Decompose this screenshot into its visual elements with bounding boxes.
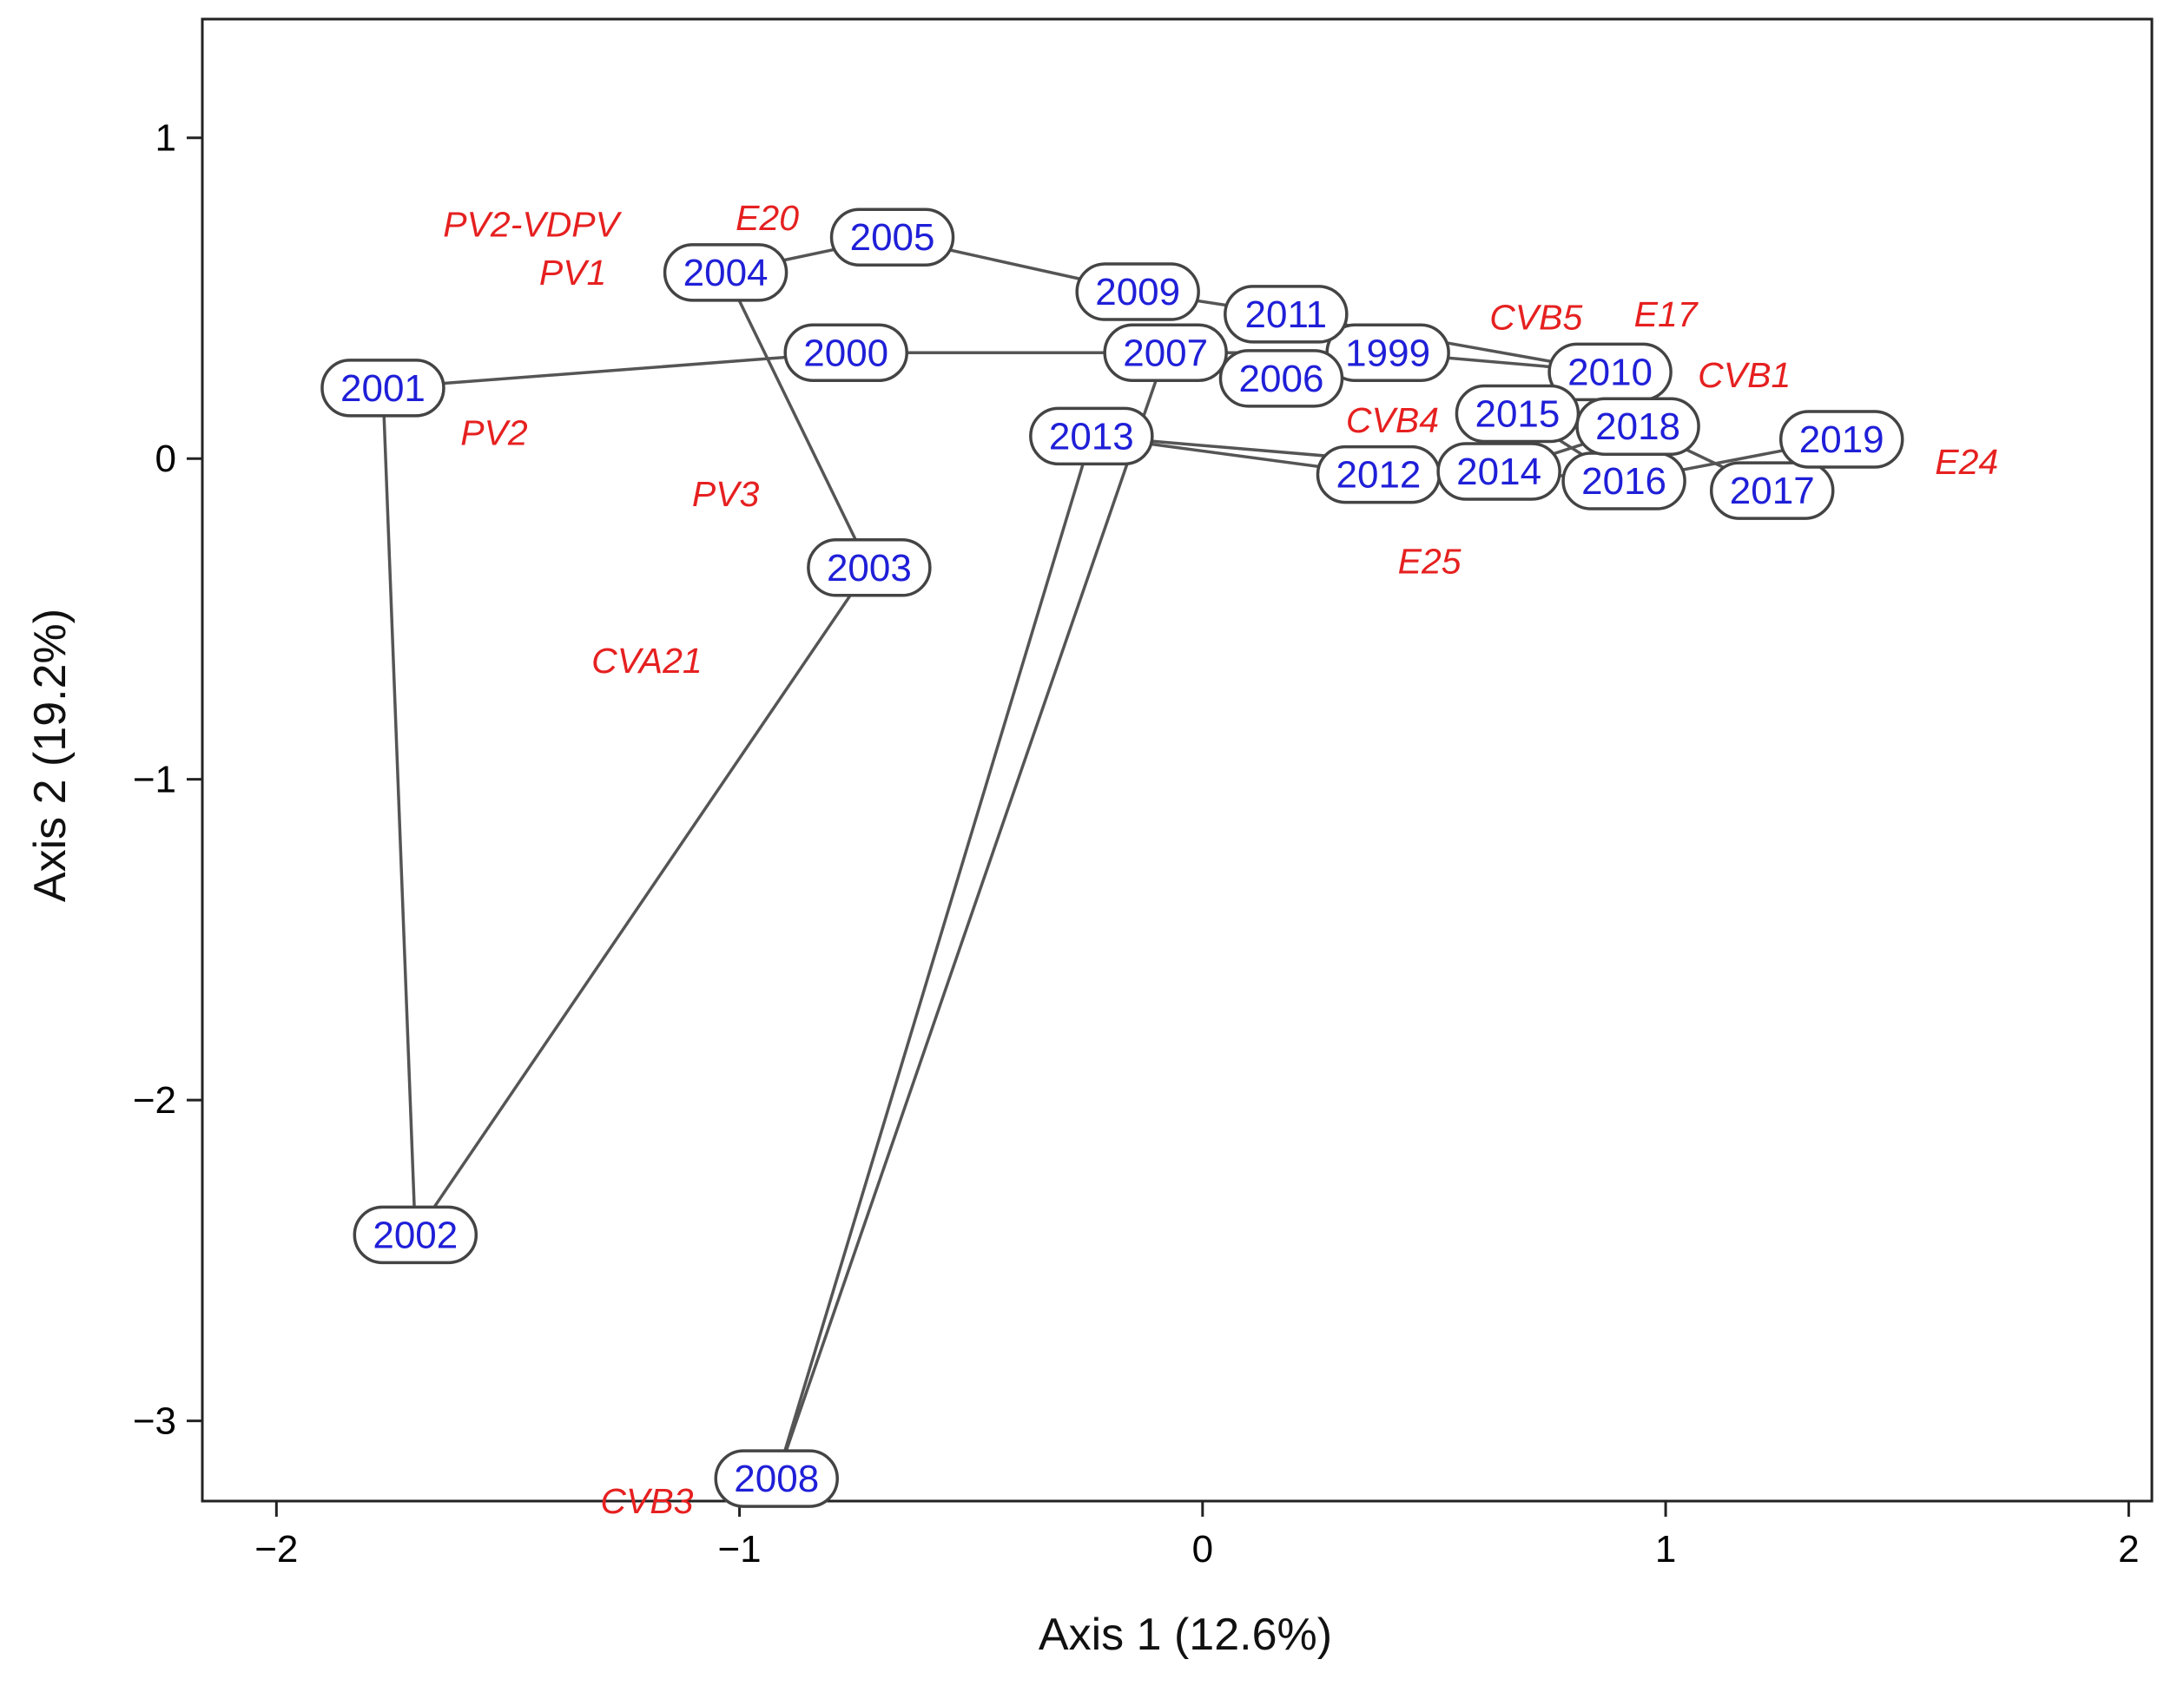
year-box	[783, 323, 908, 383]
year-label: 2015	[1475, 392, 1560, 435]
trajectory-segment-2008-2013	[775, 435, 1093, 1479]
year-point-1999: 1999	[1325, 323, 1450, 383]
plot-frame	[201, 17, 2154, 1503]
year-label: 2008	[734, 1458, 819, 1500]
species-label-cvb1: CVB1	[1698, 355, 1791, 395]
year-box	[1575, 397, 1700, 456]
year-label: 2012	[1336, 454, 1422, 497]
year-point-2000: 2000	[783, 323, 908, 383]
year-box	[1455, 384, 1580, 444]
species-label-pv2: PV2	[460, 413, 528, 453]
trajectory-segment-2007-2008	[775, 352, 1167, 1479]
year-label: 2019	[1799, 418, 1884, 461]
y-axis-ticks: −3 −2 −1 0 1	[133, 117, 202, 1443]
year-label: 2013	[1049, 415, 1134, 458]
x-tick-label: 1	[1655, 1528, 1676, 1571]
trajectory-segment-2001-2002	[381, 387, 418, 1235]
year-box	[1709, 461, 1835, 520]
year-label: 2002	[373, 1214, 458, 1256]
trajectory-segment-2003-2004	[724, 272, 871, 569]
year-box	[714, 1449, 839, 1508]
x-tick-label: −2	[254, 1528, 298, 1571]
species-label-e20: E20	[736, 198, 799, 238]
year-box	[1218, 349, 1344, 408]
year-point-2003: 2003	[807, 538, 932, 597]
species-label-cvb4: CVB4	[1346, 400, 1439, 440]
species-label-pv1: PV1	[539, 253, 607, 293]
year-point-2007: 2007	[1103, 323, 1228, 383]
species-label-e24: E24	[1935, 442, 1998, 482]
year-point-2014: 2014	[1436, 442, 1561, 501]
year-label: 2014	[1456, 451, 1541, 493]
year-point-2015: 2015	[1455, 384, 1580, 444]
year-point-2019: 2019	[1778, 410, 1904, 469]
species-label-e17: E17	[1634, 294, 1699, 334]
year-point-2018: 2018	[1575, 397, 1700, 456]
x-axis-ticks: −2 −1 0 1 2	[254, 1501, 2140, 1571]
year-point-2011: 2011	[1224, 285, 1349, 344]
year-label: 2017	[1730, 470, 1815, 512]
year-label: 2016	[1581, 460, 1666, 503]
year-label: 2001	[340, 367, 426, 410]
year-box	[663, 243, 788, 302]
species-label-cvb5: CVB5	[1489, 298, 1582, 338]
year-label: 2004	[683, 252, 769, 294]
year-box	[320, 359, 445, 418]
x-axis-title: Axis 1 (12.6%)	[1039, 1610, 1332, 1660]
year-label: 2018	[1595, 405, 1680, 448]
year-point-2002: 2002	[353, 1205, 478, 1265]
year-box	[1029, 406, 1154, 466]
year-point-2012: 2012	[1316, 445, 1442, 504]
species-label-pv3: PV3	[692, 474, 760, 514]
species-label-pv2-vdpv: PV2-VDPV	[443, 204, 622, 244]
year-label: 2003	[827, 547, 912, 589]
year-label: 2006	[1239, 358, 1324, 400]
x-tick-label: 0	[1192, 1528, 1213, 1571]
year-label: 2010	[1567, 351, 1653, 393]
year-box	[1778, 410, 1904, 469]
year-point-2006: 2006	[1218, 349, 1344, 408]
y-tick-label: −3	[133, 1400, 176, 1443]
species-label-cvb3: CVB3	[600, 1481, 693, 1521]
year-label: 2009	[1095, 271, 1180, 313]
year-box	[829, 207, 955, 267]
y-tick-label: 0	[155, 438, 176, 480]
year-box	[807, 538, 932, 597]
year-box	[1103, 323, 1228, 383]
year-label: 2011	[1245, 293, 1328, 336]
year-point-2016: 2016	[1561, 451, 1686, 510]
year-label: 2007	[1123, 332, 1208, 374]
year-label: 2000	[803, 332, 888, 374]
year-point-2005: 2005	[829, 207, 955, 267]
trajectory-segment-2002-2003	[413, 566, 871, 1236]
year-point-2001: 2001	[320, 359, 445, 418]
x-tick-label: 2	[2118, 1528, 2139, 1571]
year-point-2017: 2017	[1709, 461, 1835, 520]
year-point-2013: 2013	[1029, 406, 1154, 466]
year-label: 2005	[850, 216, 935, 259]
species-labels: PV2-VDPV PV1 E20 PV2 PV3 CVA21 CVB3 CVB5 E17 CVB1…	[443, 198, 1998, 1521]
species-label-e25: E25	[1398, 541, 1461, 581]
year-box	[1436, 442, 1561, 501]
y-tick-label: −2	[133, 1079, 176, 1122]
year-markers: 1999 2000 2001 2002 2003 2004 2005 2006 2007 2008…	[320, 207, 1904, 1508]
y-tick-label: 1	[155, 117, 176, 160]
year-point-2004: 2004	[663, 243, 788, 302]
y-tick-label: −1	[133, 759, 176, 801]
year-point-2008: 2008	[714, 1449, 839, 1508]
year-box	[353, 1205, 478, 1265]
y-axis-title: Axis 2 (19.2%)	[25, 609, 76, 902]
x-tick-label: −1	[717, 1528, 761, 1571]
year-label: 1999	[1345, 332, 1430, 374]
year-box	[1224, 285, 1349, 344]
species-label-cva21: CVA21	[591, 641, 703, 681]
year-point-2009: 2009	[1075, 262, 1200, 321]
trajectory-segment-2000-2001	[382, 351, 847, 390]
year-box	[1075, 262, 1200, 321]
